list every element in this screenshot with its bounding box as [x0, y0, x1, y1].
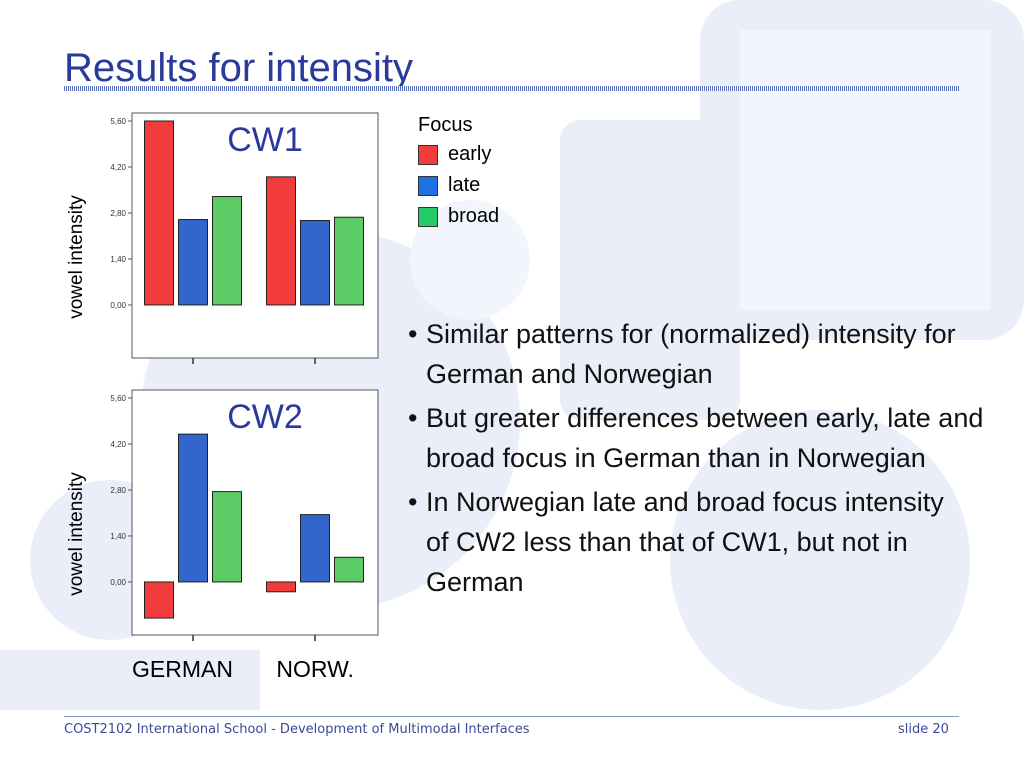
bar-late-german: [178, 433, 208, 583]
bar-broad-german: [212, 491, 242, 583]
bar-late-german: [178, 219, 208, 306]
chart-cw1: 0,00 1,40 2,80 4,20 5,60 CW1: [110, 112, 379, 364]
bar-early-german: [144, 581, 174, 619]
legend-item-late: late: [418, 170, 499, 201]
y-tick-label: 1,40: [110, 255, 126, 264]
y-tick-label: 1,40: [110, 532, 126, 541]
chart-title: CW1: [227, 121, 303, 159]
legend-swatch-early: [418, 144, 438, 165]
legend-title: Focus: [418, 114, 473, 136]
bar-broad-norw: [334, 216, 364, 306]
chart-cw1-y-axis-label: vowel intensity: [66, 195, 87, 319]
y-tick-label: 2,80: [110, 486, 126, 495]
bar-early-german: [144, 120, 174, 306]
y-tick-label: 4,20: [110, 163, 126, 172]
y-tick-label: 4,20: [110, 440, 126, 449]
y-tick-label: 5,60: [110, 117, 126, 126]
bar-early-norw: [266, 176, 296, 306]
bullet-list: • Similar patterns for (normalized) inte…: [408, 314, 1008, 602]
legend-label-early: early: [448, 143, 492, 165]
bullet-text: In Norwegian late and broad focus intens…: [426, 487, 944, 597]
chart-legend: Focus early late broad: [418, 114, 499, 232]
footer-slide-number: slide 20: [898, 722, 949, 737]
bullet-text: But greater differences between early, l…: [426, 403, 984, 473]
x-category-norw: NORW.: [276, 656, 354, 682]
slide-title: Results for intensity: [64, 46, 414, 90]
chart-cw1-svg: 0,00 1,40 2,80 4,20 5,60 CW1: [110, 112, 379, 364]
bullet-item: • Similar patterns for (normalized) inte…: [408, 314, 1008, 394]
legend-swatch-late: [418, 175, 438, 196]
footer-divider: [64, 716, 959, 717]
legend-item-early: early: [418, 139, 499, 170]
bullet-item: • But greater differences between early,…: [408, 398, 1008, 478]
x-category-german: GERMAN: [132, 656, 233, 682]
title-underline: [64, 86, 959, 91]
footer-course-text: COST2102 International School - Developm…: [64, 722, 530, 737]
legend-label-late: late: [448, 174, 481, 196]
bullet-item: • In Norwegian late and broad focus inte…: [408, 482, 1008, 602]
legend-swatch-broad: [418, 206, 438, 227]
bar-late-norw: [300, 514, 330, 583]
y-tick-label: 2,80: [110, 209, 126, 218]
bullet-mark: •: [408, 403, 418, 433]
bar-late-norw: [300, 220, 330, 306]
y-tick-label: 0,00: [110, 301, 126, 310]
chart-cw2: 0,00 1,40 2,80 4,20 5,60 CW2: [110, 389, 379, 641]
bar-early-norw: [266, 581, 296, 593]
chart-cw2-svg: 0,00 1,40 2,80 4,20 5,60 CW2: [110, 389, 379, 641]
y-tick-label: 0,00: [110, 578, 126, 587]
bullet-mark: •: [408, 319, 418, 349]
bullet-text: Similar patterns for (normalized) intens…: [426, 319, 956, 389]
bullet-mark: •: [408, 487, 418, 517]
legend-label-broad: broad: [448, 205, 500, 227]
legend-item-broad: broad: [418, 201, 499, 232]
y-tick-label: 5,60: [110, 394, 126, 403]
x-category-labels: GERMAN NORW.: [132, 656, 354, 683]
chart-cw2-y-axis-label: vowel intensity: [66, 472, 87, 596]
chart-title: CW2: [227, 398, 303, 436]
bar-broad-norw: [334, 556, 364, 583]
bar-broad-german: [212, 196, 242, 306]
